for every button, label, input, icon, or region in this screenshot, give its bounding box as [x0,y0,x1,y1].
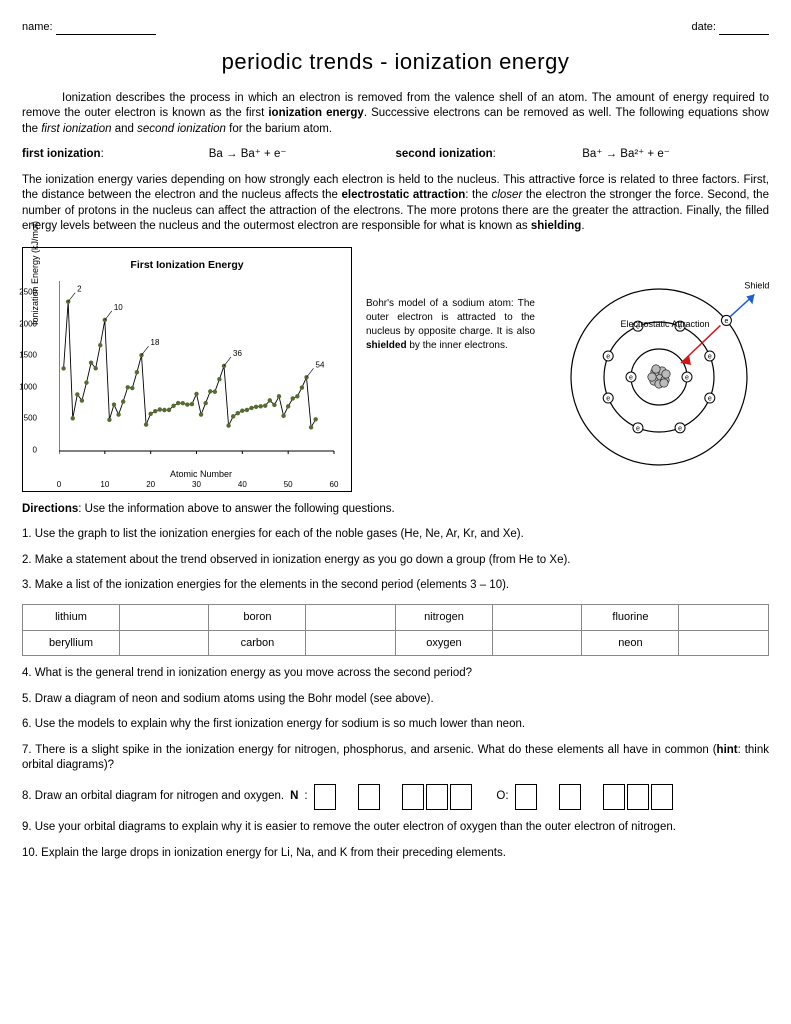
table-cell: oxygen [395,630,492,656]
bohr-model-diagram: eeeeeeeeeeeShieldingElectrostatic Attrac… [549,247,769,477]
svg-text:36: 36 [233,349,242,358]
name-field: name: [22,20,156,35]
question-5: 5. Draw a diagram of neon and sodium ato… [22,692,769,708]
table-cell: beryllium [23,630,120,656]
table-cell [306,604,396,630]
ionization-chart: First Ionization Energy Ionization Energ… [22,247,352,492]
question-3: 3. Make a list of the ionization energie… [22,578,769,594]
svg-text:e: e [685,374,689,381]
svg-text:18: 18 [151,338,160,347]
table-cell [306,630,396,656]
question-2: 2. Make a statement about the trend obse… [22,553,769,569]
table-cell: lithium [23,604,120,630]
svg-text:e: e [636,425,640,432]
directions: Directions: Use the information above to… [22,502,769,518]
table-cell [492,630,582,656]
chart-plot: 2 10 18 36 54 [59,276,339,456]
question-8: 8. Draw an orbital diagram for nitrogen … [22,784,769,810]
explanation-paragraph: The ionization energy varies depending o… [22,173,769,235]
svg-text:Electrostatic Attraction: Electrostatic Attraction [620,319,709,329]
table-cell: boron [209,604,306,630]
chart-y-label: Ionization Energy (kJ/mol) [29,221,41,325]
page-title: periodic trends - ionization energy [22,47,769,77]
atom-caption: Bohr's model of a sodium atom: The outer… [366,247,535,353]
svg-text:e: e [708,353,712,360]
question-1: 1. Use the graph to list the ionization … [22,527,769,543]
svg-text:e: e [606,395,610,402]
svg-text:54: 54 [316,360,325,369]
table-cell: carbon [209,630,306,656]
equation-row: first ionization: Ba → Ba⁺ + e⁻ second i… [22,147,769,163]
svg-text:e: e [629,374,633,381]
svg-text:10: 10 [114,303,123,312]
table-cell [119,604,209,630]
svg-text:e: e [708,395,712,402]
svg-text:e: e [724,318,728,325]
table-cell: neon [582,630,679,656]
elements-table: lithium boron nitrogen fluorine beryllium ca… [22,604,769,657]
table-cell [679,630,769,656]
chart-title: First Ionization Energy [31,258,343,272]
question-4: 4. What is the general trend in ionizati… [22,666,769,682]
svg-text:e: e [606,353,610,360]
table-cell [679,604,769,630]
date-field: date: [691,20,769,35]
first-ionization-eq: Ba → Ba⁺ + e⁻ [209,147,396,163]
chart-x-label: Atomic Number [59,468,343,480]
svg-text:e: e [678,425,682,432]
question-7: 7. There is a slight spike in the ioniza… [22,743,769,774]
table-cell [119,630,209,656]
intro-paragraph: Ionization describes the process in whic… [22,91,769,138]
svg-text:2: 2 [77,284,82,293]
worksheet-header: name: date: [22,20,769,35]
svg-text:Shielding: Shielding [744,280,769,290]
question-6: 6. Use the models to explain why the fir… [22,717,769,733]
question-10: 10. Explain the large drops in ionizatio… [22,846,769,862]
question-9: 9. Use your orbital diagrams to explain … [22,820,769,836]
figures-row: First Ionization Energy Ionization Energ… [22,247,769,492]
table-cell: fluorine [582,604,679,630]
table-cell: nitrogen [395,604,492,630]
table-cell [492,604,582,630]
second-ionization-eq: Ba⁺ → Ba²⁺ + e⁻ [582,147,769,163]
